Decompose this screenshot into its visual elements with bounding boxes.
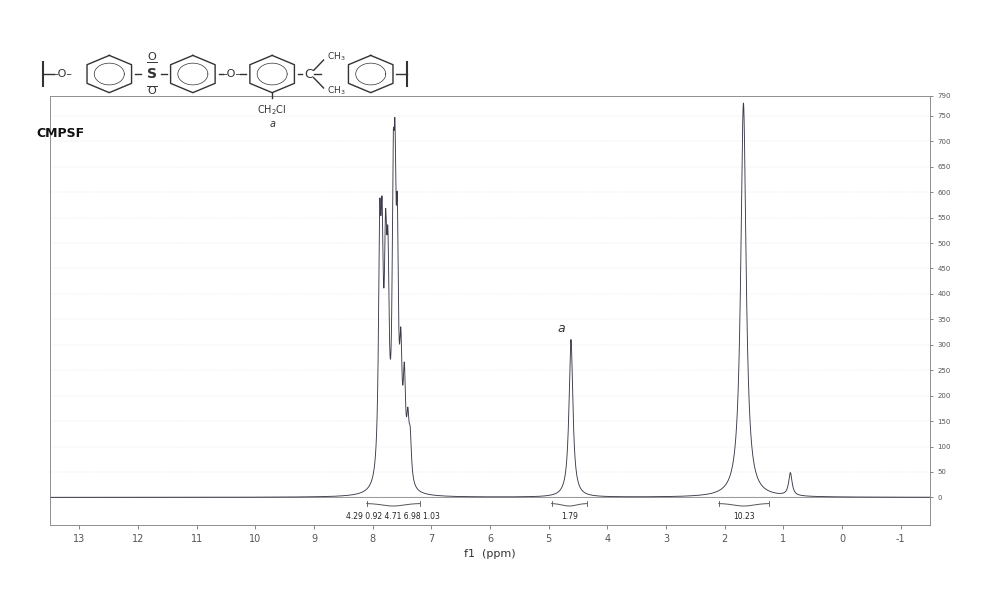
Text: S: S	[147, 67, 157, 81]
Text: CH$_3$: CH$_3$	[327, 85, 345, 97]
Text: –O–: –O–	[52, 69, 72, 79]
Text: CH$_2$Cl: CH$_2$Cl	[257, 103, 287, 118]
Text: 10.23: 10.23	[733, 512, 755, 521]
Text: –O–: –O–	[221, 69, 241, 79]
Text: O: O	[148, 52, 157, 62]
Text: CMPSF: CMPSF	[36, 127, 85, 140]
Text: O: O	[148, 86, 157, 96]
Text: a: a	[557, 322, 565, 334]
Text: a: a	[269, 119, 275, 129]
Text: C: C	[304, 67, 313, 81]
Text: CH$_3$: CH$_3$	[327, 51, 345, 63]
X-axis label: f1  (ppm): f1 (ppm)	[464, 549, 516, 559]
Text: 4.29 0.92 4.71 6.98 1.03: 4.29 0.92 4.71 6.98 1.03	[346, 512, 440, 521]
Text: 1.79: 1.79	[561, 512, 578, 521]
